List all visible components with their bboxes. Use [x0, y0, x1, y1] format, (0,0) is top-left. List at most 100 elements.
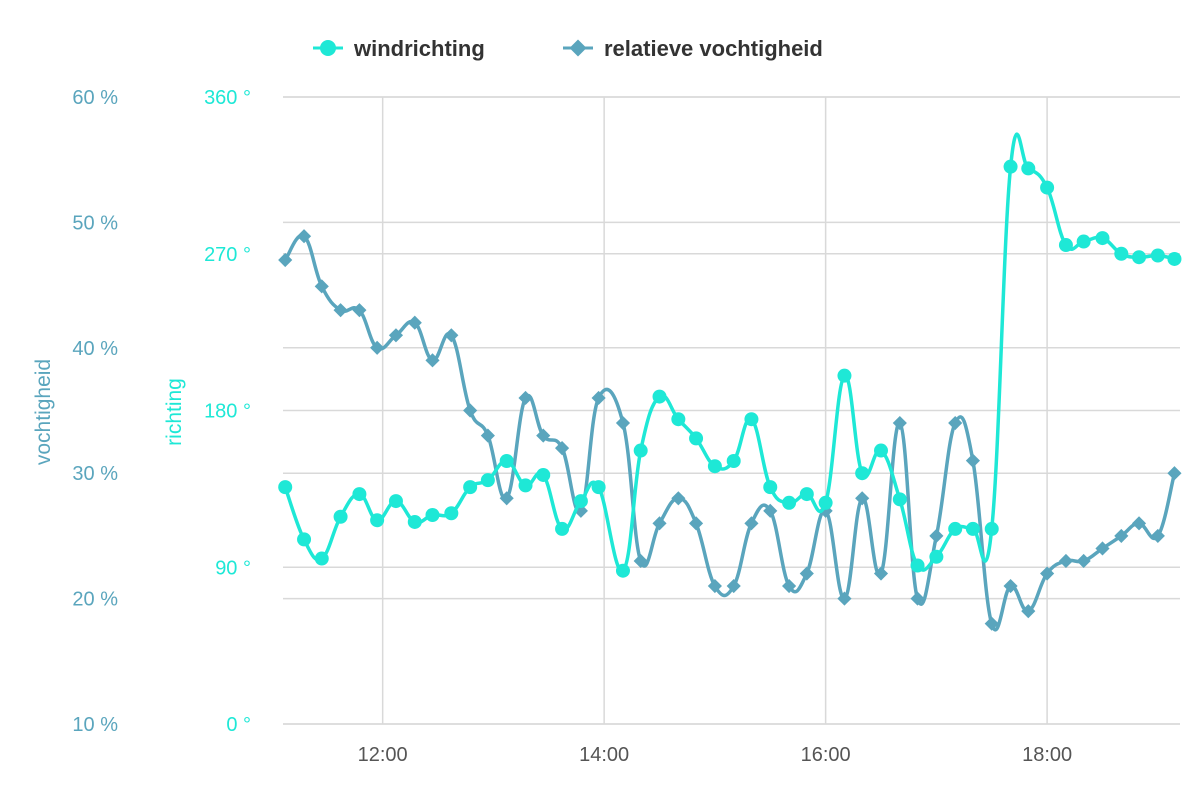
data-point-windrichting[interactable] [1095, 231, 1110, 246]
data-point-relatieve-vochtigheid[interactable] [1058, 553, 1074, 569]
data-point-windrichting[interactable] [929, 549, 944, 564]
data-point-windrichting[interactable] [984, 521, 999, 536]
data-point-relatieve-vochtigheid[interactable] [688, 516, 704, 531]
data-point-relatieve-vochtigheid[interactable] [671, 491, 686, 506]
data-point-relatieve-vochtigheid[interactable] [370, 340, 385, 355]
data-point-windrichting[interactable] [892, 492, 907, 507]
data-point-relatieve-vochtigheid[interactable] [799, 566, 814, 581]
data-point-relatieve-vochtigheid[interactable] [554, 441, 570, 456]
legend-item-windrichting[interactable]: windrichting [313, 36, 485, 61]
data-point-windrichting[interactable] [1114, 246, 1129, 261]
data-point-relatieve-vochtigheid[interactable] [1095, 541, 1110, 556]
data-point-windrichting[interactable] [314, 551, 329, 566]
data-point-relatieve-vochtigheid[interactable] [873, 566, 889, 581]
data-point-relatieve-vochtigheid[interactable] [615, 415, 631, 431]
data-point-relatieve-vochtigheid[interactable] [278, 252, 293, 268]
data-point-relatieve-vochtigheid[interactable] [1150, 528, 1165, 543]
data-point-windrichting[interactable] [518, 478, 533, 493]
data-point-windrichting[interactable] [763, 480, 778, 495]
data-point-relatieve-vochtigheid[interactable] [518, 390, 533, 406]
data-point-relatieve-vochtigheid[interactable] [333, 303, 348, 318]
data-point-windrichting[interactable] [444, 506, 459, 521]
data-point-windrichting[interactable] [536, 467, 551, 482]
data-point-relatieve-vochtigheid[interactable] [1114, 528, 1129, 543]
data-point-windrichting[interactable] [652, 389, 667, 404]
data-point-relatieve-vochtigheid[interactable] [463, 403, 478, 418]
data-point-relatieve-vochtigheid[interactable] [1167, 466, 1182, 481]
data-point-relatieve-vochtigheid[interactable] [1021, 604, 1036, 619]
data-point-windrichting[interactable] [910, 558, 925, 573]
data-point-windrichting[interactable] [352, 487, 367, 502]
data-point-relatieve-vochtigheid[interactable] [984, 616, 999, 631]
data-point-relatieve-vochtigheid[interactable] [837, 591, 852, 606]
data-point-windrichting[interactable] [1058, 238, 1073, 253]
data-point-relatieve-vochtigheid[interactable] [480, 428, 495, 443]
data-point-windrichting[interactable] [671, 412, 686, 427]
data-point-relatieve-vochtigheid[interactable] [892, 415, 907, 431]
data-point-windrichting[interactable] [707, 459, 722, 474]
data-point-windrichting[interactable] [1040, 180, 1055, 195]
data-point-relatieve-vochtigheid[interactable] [726, 578, 741, 594]
data-point-relatieve-vochtigheid[interactable] [444, 328, 459, 343]
data-point-relatieve-vochtigheid[interactable] [855, 491, 870, 506]
data-point-relatieve-vochtigheid[interactable] [1131, 516, 1147, 531]
data-point-relatieve-vochtigheid[interactable] [536, 428, 551, 443]
data-point-relatieve-vochtigheid[interactable] [929, 528, 944, 543]
data-point-windrichting[interactable] [799, 487, 814, 502]
data-point-relatieve-vochtigheid[interactable] [499, 491, 514, 506]
data-point-windrichting[interactable] [425, 508, 440, 522]
data-point-relatieve-vochtigheid[interactable] [425, 353, 440, 368]
data-point-windrichting[interactable] [689, 431, 704, 446]
data-point-windrichting[interactable] [874, 443, 888, 458]
data-point-windrichting[interactable] [463, 480, 478, 495]
data-point-windrichting[interactable] [370, 513, 385, 528]
data-point-relatieve-vochtigheid[interactable] [965, 453, 980, 468]
data-point-windrichting[interactable] [726, 454, 741, 469]
data-point-relatieve-vochtigheid[interactable] [948, 415, 963, 431]
series-line-windrichting [283, 132, 1175, 573]
data-point-relatieve-vochtigheid[interactable] [1040, 566, 1055, 581]
data-point-relatieve-vochtigheid[interactable] [314, 279, 329, 294]
data-point-relatieve-vochtigheid[interactable] [652, 516, 667, 531]
data-point-windrichting[interactable] [818, 495, 833, 510]
data-point-relatieve-vochtigheid[interactable] [1076, 553, 1091, 569]
data-point-windrichting[interactable] [480, 473, 495, 488]
data-point-windrichting[interactable] [591, 480, 606, 495]
data-point-windrichting[interactable] [1021, 161, 1036, 176]
data-point-windrichting[interactable] [278, 480, 293, 495]
data-point-relatieve-vochtigheid[interactable] [910, 591, 925, 606]
data-point-relatieve-vochtigheid[interactable] [744, 516, 759, 531]
data-point-windrichting[interactable] [633, 443, 648, 458]
data-point-windrichting[interactable] [1150, 248, 1165, 263]
data-point-windrichting[interactable] [615, 563, 630, 578]
data-point-windrichting[interactable] [837, 368, 852, 383]
data-point-windrichting[interactable] [1132, 250, 1147, 265]
data-point-windrichting[interactable] [965, 521, 980, 536]
data-point-windrichting[interactable] [855, 466, 870, 481]
data-point-relatieve-vochtigheid[interactable] [707, 578, 722, 594]
data-point-relatieve-vochtigheid[interactable] [591, 390, 606, 406]
legend-marker-windrichting [320, 40, 336, 56]
data-point-relatieve-vochtigheid[interactable] [782, 578, 797, 594]
data-point-relatieve-vochtigheid[interactable] [388, 328, 404, 343]
data-point-relatieve-vochtigheid[interactable] [763, 503, 778, 518]
data-point-windrichting[interactable] [1167, 251, 1182, 266]
data-point-windrichting[interactable] [1076, 234, 1091, 249]
data-point-windrichting[interactable] [407, 514, 422, 529]
data-point-windrichting[interactable] [573, 494, 588, 509]
data-point-relatieve-vochtigheid[interactable] [1003, 578, 1018, 594]
data-point-relatieve-vochtigheid[interactable] [633, 553, 648, 569]
data-point-windrichting[interactable] [555, 521, 570, 536]
data-point-windrichting[interactable] [297, 532, 312, 547]
data-point-windrichting[interactable] [948, 521, 963, 536]
data-point-relatieve-vochtigheid[interactable] [296, 229, 312, 244]
data-point-windrichting[interactable] [744, 412, 759, 427]
data-point-windrichting[interactable] [388, 494, 403, 509]
data-point-relatieve-vochtigheid[interactable] [352, 303, 367, 318]
data-point-windrichting[interactable] [333, 509, 348, 524]
data-point-windrichting[interactable] [1003, 159, 1018, 174]
data-point-windrichting[interactable] [499, 454, 514, 469]
legend-item-relatieve-vochtigheid[interactable]: relatieve vochtigheid [563, 36, 823, 61]
data-point-windrichting[interactable] [782, 495, 797, 510]
data-point-relatieve-vochtigheid[interactable] [407, 315, 422, 330]
